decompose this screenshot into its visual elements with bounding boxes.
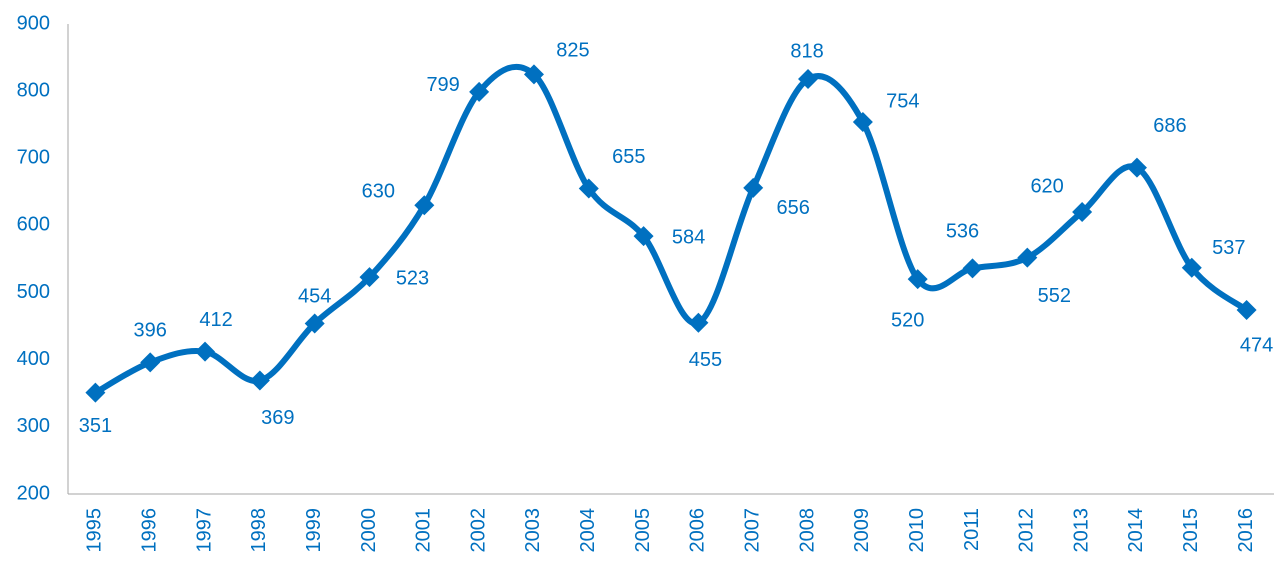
marker [852, 112, 873, 133]
marker [523, 64, 544, 85]
data-label: 454 [298, 286, 331, 308]
marker [907, 269, 928, 290]
x-tick-label: 1998 [248, 508, 270, 553]
marker [195, 341, 216, 362]
marker [1017, 247, 1038, 268]
x-tick-label: 2000 [358, 508, 380, 553]
marker [1072, 202, 1093, 222]
x-tick-label: 2012 [1016, 508, 1038, 553]
data-label: 799 [426, 74, 459, 96]
x-tick-label: 2007 [742, 508, 764, 553]
y-tick-label: 800 [17, 79, 50, 101]
data-label: 396 [134, 320, 167, 342]
x-tick-label: 2008 [796, 508, 818, 553]
data-label: 584 [672, 226, 705, 248]
marker [962, 258, 983, 279]
marker [1181, 257, 1202, 278]
data-label: 520 [891, 309, 924, 331]
x-tick-label: 2015 [1180, 508, 1202, 553]
marker [578, 178, 599, 199]
data-label: 474 [1240, 334, 1273, 356]
data-label: 754 [886, 90, 919, 112]
data-label: 523 [396, 267, 429, 289]
y-tick-label: 600 [17, 214, 50, 236]
data-label: 537 [1212, 237, 1245, 259]
marker [359, 267, 380, 288]
y-tick-label: 500 [17, 281, 50, 303]
x-tick-label: 2001 [413, 508, 435, 553]
data-label: 369 [261, 407, 294, 429]
x-tick-label: 2014 [1125, 508, 1147, 553]
y-tick-label: 900 [17, 12, 50, 34]
marker [798, 69, 819, 90]
marker [1126, 157, 1147, 178]
x-tick-label: 2010 [906, 508, 928, 553]
data-label: 412 [199, 309, 232, 331]
x-tick-label: 2006 [687, 508, 709, 553]
marker [140, 352, 161, 373]
data-label: 825 [556, 40, 589, 62]
marker [1236, 300, 1257, 321]
data-label: 351 [79, 415, 112, 437]
x-tick-label: 2002 [467, 508, 489, 553]
marker [469, 81, 490, 102]
x-tick-label: 2011 [961, 508, 983, 551]
x-tick-label: 1996 [139, 508, 161, 553]
data-label: 655 [612, 146, 645, 168]
data-label: 686 [1153, 115, 1186, 137]
marker [743, 177, 764, 198]
x-tick-label: 2004 [577, 508, 599, 553]
x-tick-label: 2005 [632, 508, 654, 553]
y-tick-label: 700 [17, 147, 50, 169]
x-tick-label: 2003 [522, 508, 544, 553]
data-label: 552 [1038, 285, 1071, 307]
y-tick-label: 300 [17, 415, 50, 437]
x-tick-label: 2016 [1235, 508, 1257, 553]
y-tick-label: 200 [17, 482, 50, 504]
data-label: 455 [689, 349, 722, 371]
y-tick-label: 400 [17, 348, 50, 370]
data-label: 536 [946, 221, 979, 243]
x-tick-label: 1997 [193, 508, 215, 553]
marker [85, 382, 106, 403]
data-label: 630 [362, 181, 395, 203]
x-tick-label: 2013 [1070, 508, 1092, 553]
marker [633, 226, 654, 247]
x-tick-label: 2009 [851, 508, 873, 553]
data-label: 656 [777, 197, 810, 219]
marker [304, 313, 325, 334]
x-tick-label: 1995 [84, 508, 106, 553]
marker [414, 195, 435, 216]
data-label: 818 [790, 40, 823, 62]
x-tick-label: 1999 [303, 508, 325, 553]
marker [249, 370, 270, 391]
marker [688, 312, 709, 333]
data-label: 620 [1030, 175, 1063, 197]
